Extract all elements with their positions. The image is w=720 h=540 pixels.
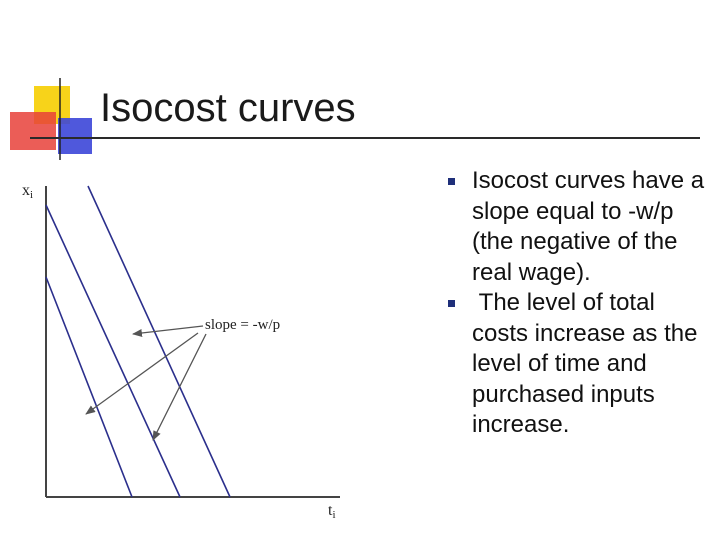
slide-title: Isocost curves <box>100 86 356 130</box>
x-axis-label-subscript: i <box>332 509 335 521</box>
x-axis-label-main: t <box>328 502 333 519</box>
square-bullet-icon <box>448 300 455 307</box>
isocost-diagram: xi ti slope = -w/p <box>22 182 340 521</box>
square-bullet-icon <box>448 178 455 185</box>
title-divider <box>30 137 700 139</box>
bullet-item: The level of total costs increase as the… <box>448 288 713 441</box>
slide-logo <box>10 78 92 160</box>
y-axis-label-main: x <box>22 182 30 199</box>
x-axis-label: ti <box>328 502 336 521</box>
logo-red-square <box>10 112 56 150</box>
y-axis-label-subscript: i <box>30 189 33 201</box>
isocost-line-3 <box>87 185 231 498</box>
bullet-item: Isocost curves have a slope equal to -w/… <box>448 166 713 288</box>
bullet-list: Isocost curves have a slope equal to -w/… <box>448 166 713 441</box>
isocost-line-2 <box>45 204 181 498</box>
annotation-arrow-1 <box>132 325 204 337</box>
isocost-line-1 <box>45 276 133 498</box>
bullet-text: The level of total costs increase as the… <box>472 289 705 438</box>
logo-blue-square <box>58 118 92 154</box>
annotation-arrow-3 <box>152 333 207 441</box>
slope-annotation: slope = -w/p <box>205 317 280 333</box>
annotation-arrow-2 <box>85 332 199 415</box>
y-axis-label: xi <box>22 182 33 201</box>
bullet-text: Isocost curves have a slope equal to -w/… <box>472 167 711 286</box>
